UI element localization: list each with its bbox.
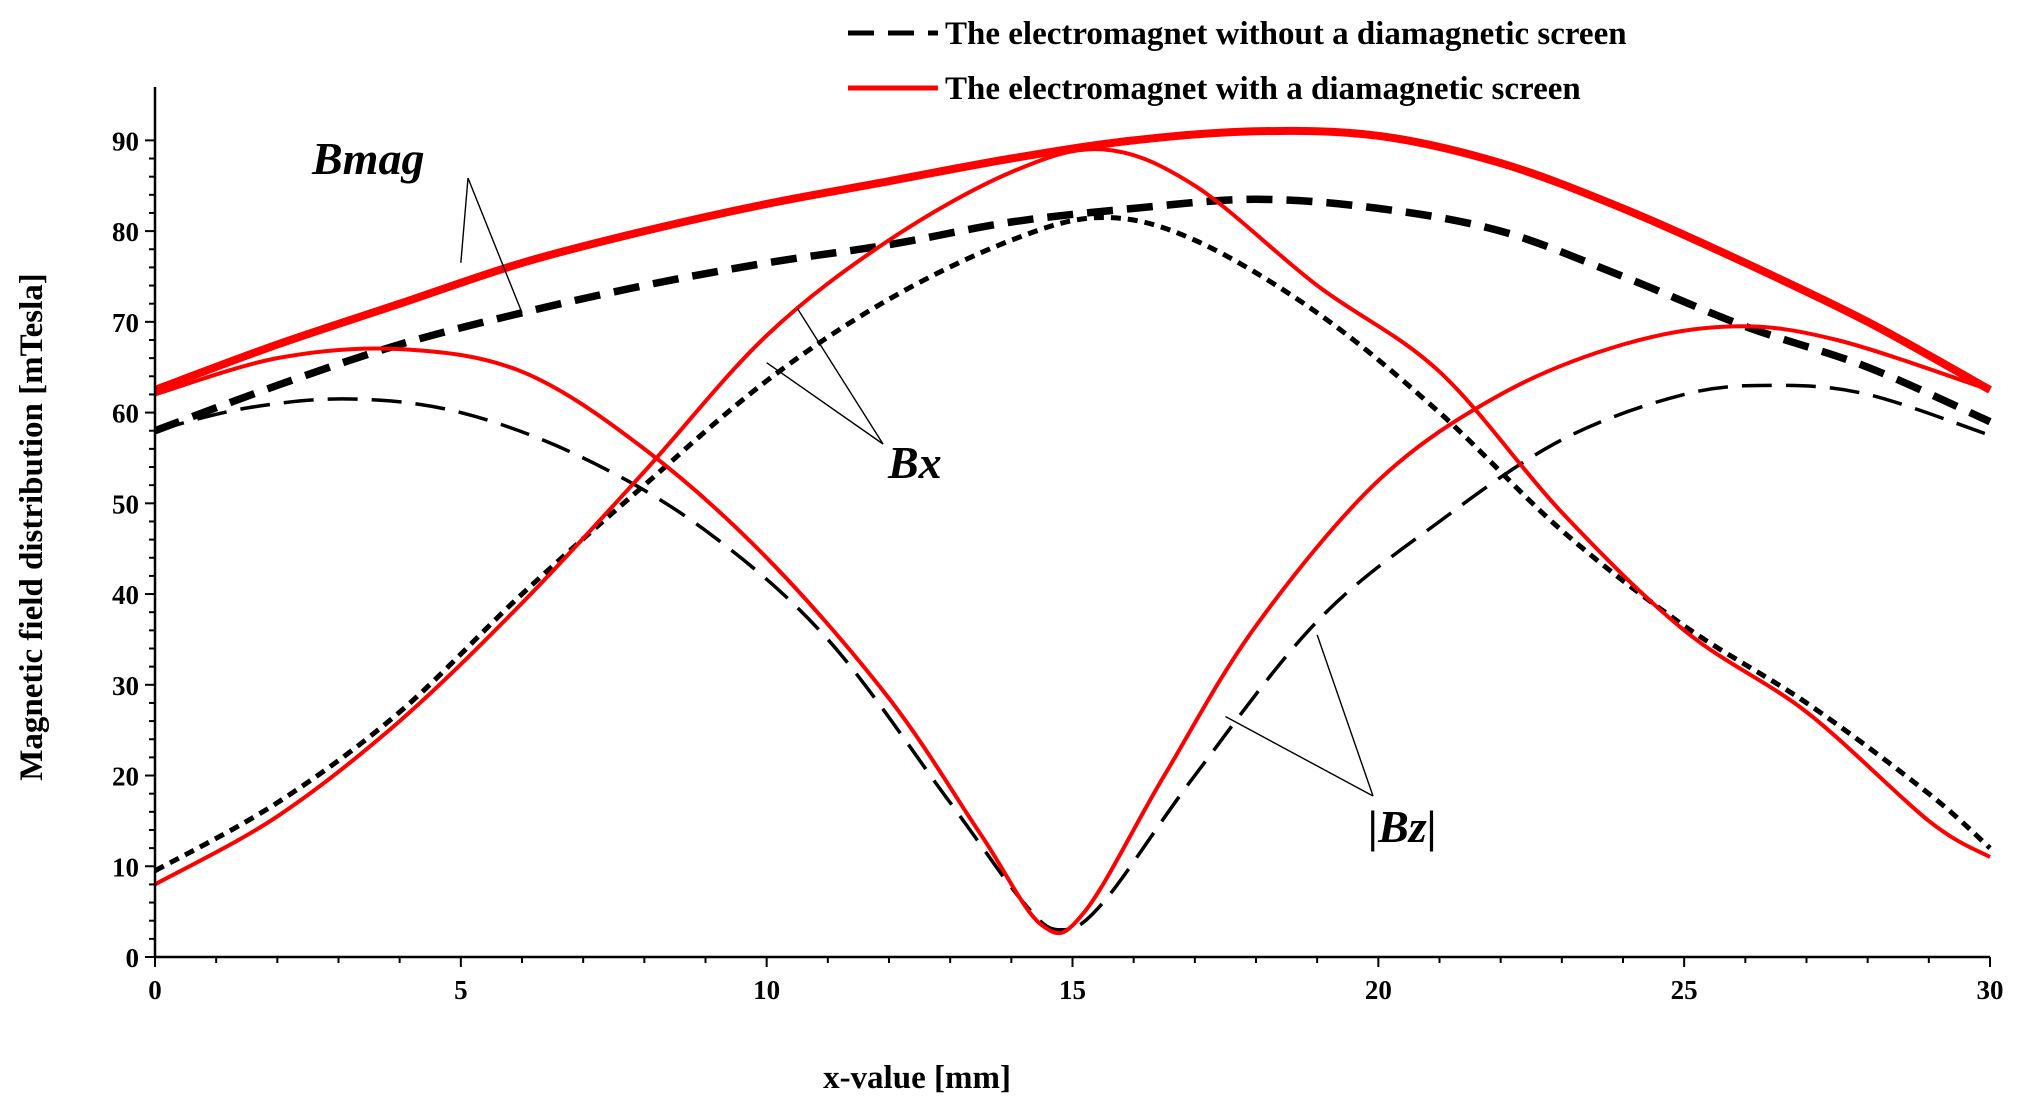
series-layer — [153, 126, 1992, 936]
annotation-leader-line — [766, 362, 884, 445]
y-tick-label: 10 — [112, 852, 139, 882]
x-tick-label: 15 — [1059, 975, 1086, 1005]
y-tick-label: 90 — [112, 126, 139, 156]
series-line-bz-without-screen — [154, 383, 1991, 932]
annotation-label-bz: |Bz| — [1368, 801, 1437, 852]
y-tick-label: 40 — [112, 580, 139, 610]
x-tick-label: 0 — [148, 975, 162, 1005]
x-tick-label: 5 — [454, 975, 468, 1005]
legend-item-without-screen: The electromagnet without a diamagnetic … — [848, 16, 1627, 52]
annotation-leader-line — [796, 307, 884, 445]
x-tick-label: 25 — [1671, 975, 1698, 1005]
y-tick-label: 20 — [112, 762, 139, 792]
series-line-bx-with-screen — [154, 147, 1992, 887]
annotation-leader-line — [467, 177, 523, 314]
y-tick-label: 50 — [112, 489, 139, 519]
legend: The electromagnet without a diamagnetic … — [848, 16, 1627, 107]
y-axis-title: Magnetic field distribution [mTesla] — [14, 273, 50, 781]
y-tick-label: 60 — [112, 399, 139, 429]
axes-layer: 0 5 10 15 20 25 30 0 10 20 30 40 50 60 70 80 90 — [112, 87, 2004, 1005]
annotation-leader-line — [1225, 715, 1374, 797]
x-axis-title: x-value [mm] — [823, 1060, 1011, 1096]
x-tick-label: 10 — [753, 975, 780, 1005]
annotation-leader-line — [460, 177, 469, 263]
x-tick-label: 20 — [1365, 975, 1392, 1005]
annotation-leader-line — [1316, 634, 1374, 797]
y-tick-label: 0 — [126, 943, 140, 973]
annotations-layer: Bmag Bx |Bz| — [311, 133, 1437, 852]
legend-label-without-screen: The electromagnet without a diamagnetic … — [945, 16, 1627, 52]
series-line-bmag-without-screen — [153, 195, 1992, 435]
y-tick-label: 70 — [112, 308, 139, 338]
annotation-label-bmag: Bmag — [311, 133, 424, 184]
series-line-bz-with-screen — [154, 324, 1991, 936]
series-line-bmag-with-screen — [153, 126, 1992, 394]
legend-label-with-screen: The electromagnet with a diamagnetic scr… — [945, 71, 1581, 107]
annotation-label-bx: Bx — [887, 437, 942, 488]
x-tick-label: 30 — [1977, 975, 2004, 1005]
y-tick-label: 30 — [112, 671, 139, 701]
y-tick-label: 80 — [112, 217, 139, 247]
series-line-bx-without-screen — [153, 215, 1992, 873]
legend-item-with-screen: The electromagnet with a diamagnetic scr… — [848, 71, 1581, 107]
